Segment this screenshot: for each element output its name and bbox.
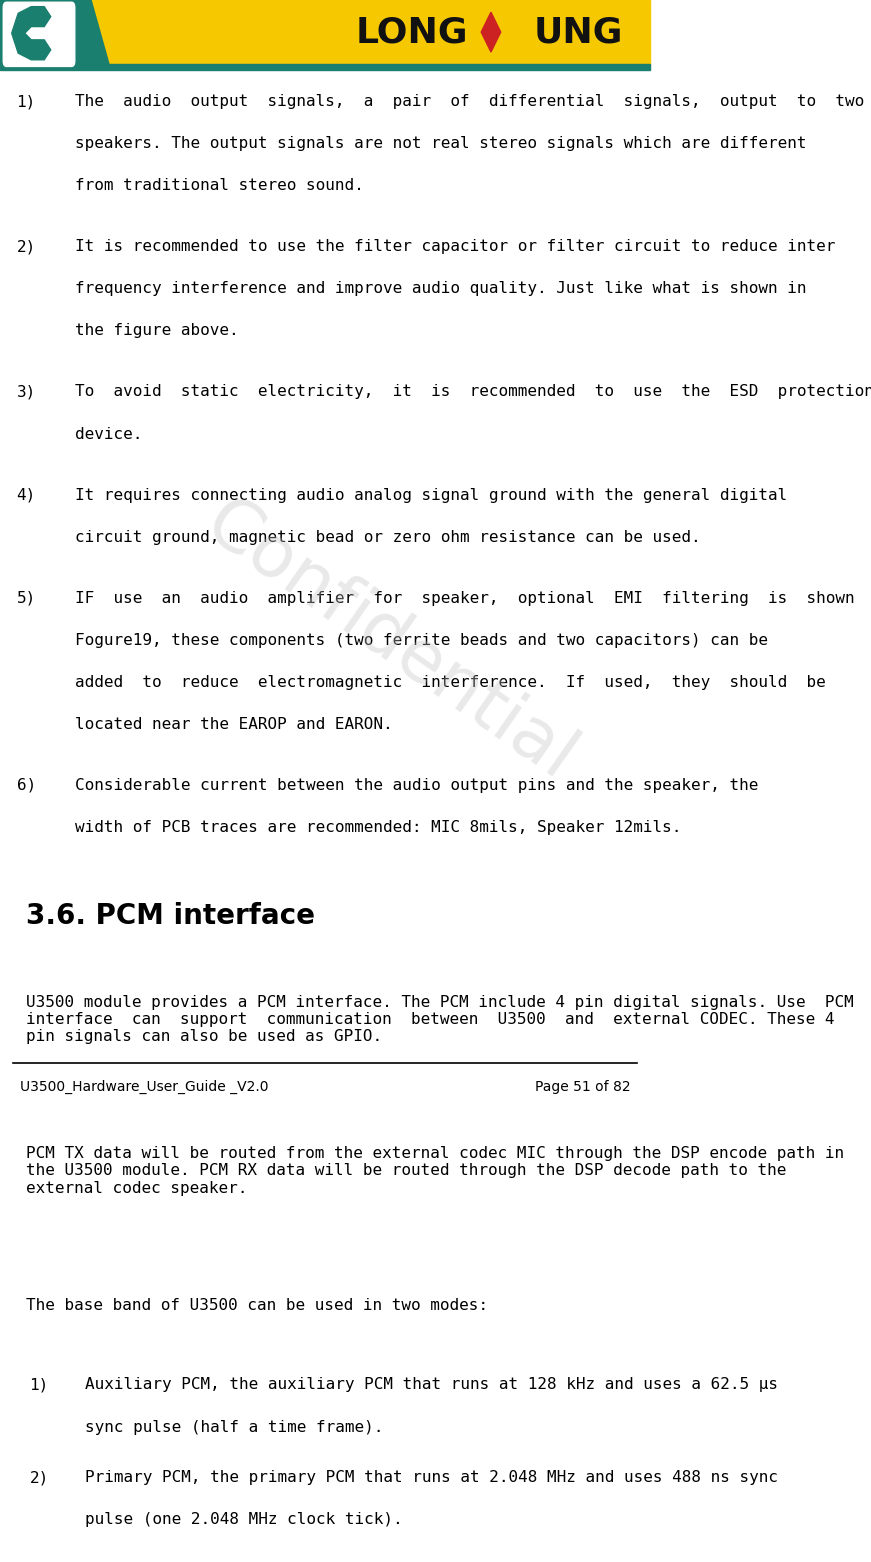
Text: Primary PCM, the primary PCM that runs at 2.048 MHz and uses 488 ns sync: Primary PCM, the primary PCM that runs a… xyxy=(84,1470,778,1485)
Text: 1): 1) xyxy=(17,94,36,109)
Bar xyxy=(0,0,651,64)
Text: IF  use  an  audio  amplifier  for  speaker,  optional  EMI  filtering  is  show: IF use an audio amplifier for speaker, o… xyxy=(75,590,871,606)
Text: Fogure19, these components (two ferrite beads and two capacitors) can be: Fogure19, these components (two ferrite … xyxy=(75,633,767,648)
Text: Page 51 of 82: Page 51 of 82 xyxy=(535,1081,631,1095)
Polygon shape xyxy=(0,0,111,70)
Text: The  audio  output  signals,  a  pair  of  differential  signals,  output  to  t: The audio output signals, a pair of diff… xyxy=(75,94,864,109)
Text: UNG: UNG xyxy=(533,16,623,48)
Bar xyxy=(0,64,651,70)
Text: sync pulse (half a time frame).: sync pulse (half a time frame). xyxy=(84,1420,383,1434)
Text: The base band of U3500 can be used in two modes:: The base band of U3500 can be used in tw… xyxy=(26,1298,488,1312)
Text: from traditional stereo sound.: from traditional stereo sound. xyxy=(75,178,363,194)
Text: PCM TX data will be routed from the external codec MIC through the DSP encode pa: PCM TX data will be routed from the exte… xyxy=(26,1147,844,1196)
Text: 4): 4) xyxy=(17,487,36,503)
Text: 2): 2) xyxy=(17,239,36,255)
Text: It is recommended to use the filter capacitor or filter circuit to reduce inter: It is recommended to use the filter capa… xyxy=(75,239,835,255)
Text: pulse (one 2.048 MHz clock tick).: pulse (one 2.048 MHz clock tick). xyxy=(84,1512,402,1528)
Text: frequency interference and improve audio quality. Just like what is shown in: frequency interference and improve audio… xyxy=(75,281,807,297)
Text: It requires connecting audio analog signal ground with the general digital: It requires connecting audio analog sign… xyxy=(75,487,787,503)
Text: Considerable current between the audio output pins and the speaker, the: Considerable current between the audio o… xyxy=(75,778,758,793)
Text: 3.6. PCM interface: 3.6. PCM interface xyxy=(26,901,315,929)
Text: U3500_Hardware_User_Guide _V2.0: U3500_Hardware_User_Guide _V2.0 xyxy=(19,1081,268,1095)
Text: To  avoid  static  electricity,  it  is  recommended  to  use  the  ESD  protect: To avoid static electricity, it is recom… xyxy=(75,384,871,400)
Text: 2): 2) xyxy=(30,1470,49,1485)
Polygon shape xyxy=(11,6,51,59)
Text: 5): 5) xyxy=(17,590,36,606)
Text: 3): 3) xyxy=(17,384,36,400)
Text: 1): 1) xyxy=(30,1378,49,1392)
Text: 6): 6) xyxy=(17,778,36,793)
Text: LONG: LONG xyxy=(355,16,469,48)
Text: device.: device. xyxy=(75,426,142,442)
Text: Auxiliary PCM, the auxiliary PCM that runs at 128 kHz and uses a 62.5 μs: Auxiliary PCM, the auxiliary PCM that ru… xyxy=(84,1378,778,1392)
Text: added  to  reduce  electromagnetic  interference.  If  used,  they  should  be: added to reduce electromagnetic interfer… xyxy=(75,675,826,690)
Text: speakers. The output signals are not real stereo signals which are different: speakers. The output signals are not rea… xyxy=(75,136,807,152)
Polygon shape xyxy=(481,12,501,52)
FancyBboxPatch shape xyxy=(3,2,75,67)
Text: located near the EAROP and EARON.: located near the EAROP and EARON. xyxy=(75,717,393,733)
Text: circuit ground, magnetic bead or zero ohm resistance can be used.: circuit ground, magnetic bead or zero oh… xyxy=(75,530,700,545)
Text: Confidential: Confidential xyxy=(192,489,588,795)
Text: width of PCB traces are recommended: MIC 8mils, Speaker 12mils.: width of PCB traces are recommended: MIC… xyxy=(75,820,681,836)
Text: U3500 module provides a PCM interface. The PCM include 4 pin digital signals. Us: U3500 module provides a PCM interface. T… xyxy=(26,995,863,1045)
Text: the figure above.: the figure above. xyxy=(75,323,239,339)
